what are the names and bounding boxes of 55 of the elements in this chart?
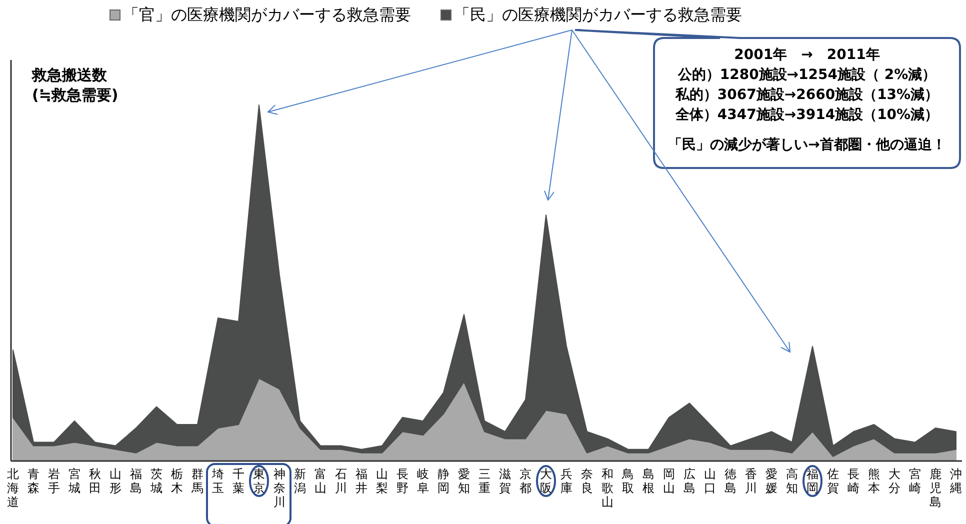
y-axis-title: 救急搬送数 (≒救急需要): [31, 66, 118, 104]
x-tick-label: 滋賀: [499, 467, 511, 495]
x-tick-label: 和歌山: [602, 467, 614, 509]
annotation: 「民」の減少が著しい→首都圏・他の逼迫！: [668, 137, 946, 153]
x-tick-label: 千葉: [232, 467, 244, 495]
x-tick-label: 東京: [253, 467, 265, 495]
x-tick-label: 富山: [314, 467, 326, 495]
x-tick-label: 静岡: [438, 467, 450, 495]
x-tick-label: 愛知: [458, 467, 470, 495]
x-tick-label: 島根: [642, 467, 654, 495]
x-tick-label: 香川: [745, 467, 757, 495]
text: 私的）3067施設→2660施設（13%減）: [674, 87, 939, 103]
x-tick-label: 徳島: [724, 467, 736, 495]
x-tick-label: 福岡: [806, 467, 818, 495]
x-tick-label: 岡山: [663, 467, 675, 495]
x-tick-label: 宮城: [68, 467, 80, 495]
x-tick-label: 佐賀: [827, 467, 839, 495]
x-tick-label: 岐阜: [417, 467, 429, 495]
x-tick-label: 三重: [478, 467, 490, 495]
text: 公的）1280施設→1254施設（ 2%減）: [676, 67, 936, 83]
x-tick-label: 長崎: [848, 467, 860, 495]
x-tick-label: 埼玉: [211, 467, 224, 495]
x-tick-label: 大分: [888, 467, 900, 495]
x-tick-label: 奈良: [581, 467, 593, 495]
x-tick-label: 群馬: [190, 467, 204, 495]
x-tick-label: 福井: [356, 467, 368, 495]
x-tick-label: 神奈川: [274, 467, 286, 509]
x-tick-label: 鹿児島: [930, 467, 942, 509]
x-tick-label: 新潟: [294, 467, 306, 495]
x-tick-label: 福島: [130, 467, 142, 495]
x-tick-label: 青森: [28, 467, 40, 495]
x-tick-label: 兵庫: [560, 467, 572, 495]
x-tick-label: 沖縄: [949, 467, 962, 495]
x-tick-label: 広島: [684, 467, 696, 495]
x-tick-label: 山形: [110, 467, 122, 495]
x-tick-label: 石川: [335, 467, 347, 495]
legend-label: 「民」の医療機関がカバーする救急需要: [454, 5, 742, 24]
legend-label: 「官」の医療機関がカバーする救急需要: [123, 5, 411, 24]
x-tick-label: 愛媛: [766, 467, 778, 495]
x-tick-label: 高知: [786, 467, 798, 495]
x-tick-label: 熊本: [868, 467, 880, 495]
x-tick-label: 栃木: [171, 467, 183, 495]
x-tick-label: 宮崎: [909, 467, 921, 495]
x-tick-label: 茨城: [150, 467, 162, 495]
x-tick-label: 山口: [704, 467, 716, 495]
x-tick-label: 山梨: [376, 467, 388, 495]
x-tick-label: 長野: [396, 467, 408, 495]
annotation: 全体）4347施設→3914施設（10%減）: [674, 107, 939, 123]
x-tick-label: 岩手: [48, 467, 60, 495]
x-tick-label: 北海道: [7, 467, 19, 509]
x-tick-label: 京都: [520, 467, 532, 495]
x-tick-label: 大阪: [540, 467, 552, 495]
text: 2001年 → 2011年: [734, 47, 880, 63]
x-tick-label: 鳥取: [621, 467, 634, 495]
x-tick-label: 秋田: [89, 467, 101, 495]
